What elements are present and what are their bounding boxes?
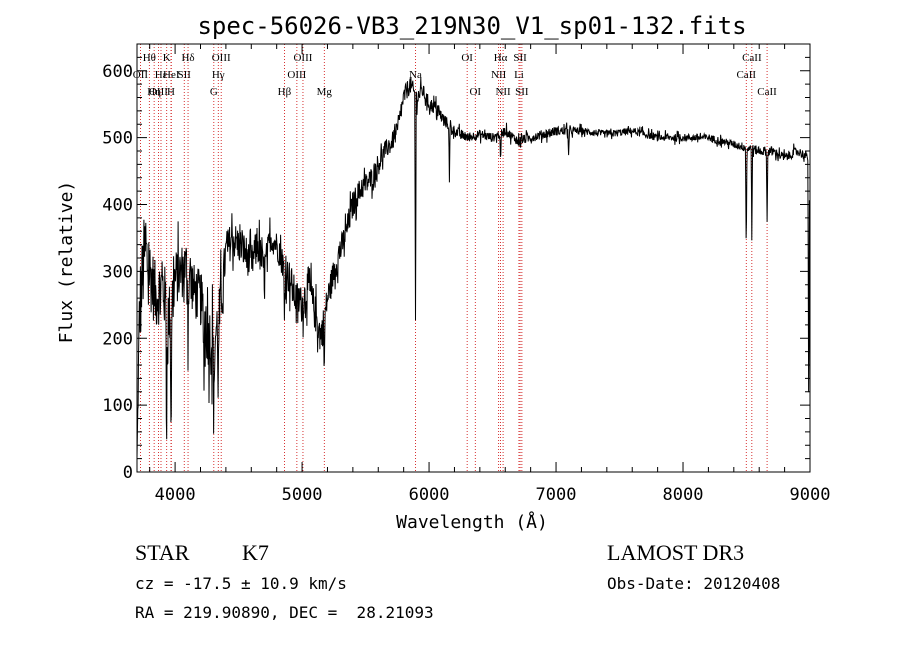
y-tick-label-100: 100 bbox=[102, 396, 133, 416]
x-tick-label-7000: 7000 bbox=[536, 485, 577, 505]
line-label-15: Hβ bbox=[278, 86, 292, 98]
line-label-16: Mg bbox=[317, 86, 333, 98]
line-label-19: OI bbox=[469, 86, 481, 98]
line-label-8: Hη bbox=[147, 86, 161, 98]
line-label-12: G bbox=[210, 86, 218, 98]
line-label-27: CaII bbox=[736, 69, 756, 81]
observation-date: Obs-Date: 20120408 bbox=[607, 574, 781, 593]
object-class: STAR bbox=[135, 540, 190, 565]
line-label-20: Hα bbox=[494, 52, 508, 64]
line-label-0: Hθ bbox=[143, 52, 156, 64]
line-label-4: Hε bbox=[155, 69, 168, 81]
y-axis-label: Flux (relative) bbox=[56, 181, 77, 344]
line-label-26: CaII bbox=[742, 52, 762, 64]
line-label-21: SII bbox=[513, 52, 527, 64]
x-tick-label-8000: 8000 bbox=[663, 485, 704, 505]
y-tick-label-0: 0 bbox=[123, 463, 133, 483]
line-label-24: NII bbox=[495, 86, 511, 98]
line-label-28: CaII bbox=[757, 86, 777, 98]
y-tick-label-400: 400 bbox=[102, 196, 133, 216]
spectral-line-markers bbox=[140, 44, 768, 472]
plot-frame bbox=[136, 43, 811, 473]
line-label-6: SII bbox=[178, 69, 192, 81]
line-label-14: OIII bbox=[287, 69, 306, 81]
x-axis-ticks: 4000 5000 6000 7000 8000 9000 bbox=[149, 44, 831, 505]
redshift-cz: cz = -17.5 ± 10.9 km/s bbox=[135, 574, 347, 593]
object-subclass: K7 bbox=[242, 540, 269, 565]
line-label-25: SII bbox=[515, 86, 529, 98]
line-label-1: K bbox=[163, 52, 171, 64]
line-label-17: Na bbox=[409, 69, 422, 81]
line-label-7: OIII bbox=[149, 86, 168, 98]
spectrum-group bbox=[136, 76, 810, 458]
spectrum-line bbox=[136, 76, 810, 458]
y-tick-label-300: 300 bbox=[102, 262, 133, 282]
coordinates: RA = 219.90890, DEC = 28.21093 bbox=[135, 603, 434, 622]
line-label-9: H bbox=[167, 86, 175, 98]
y-tick-label-200: 200 bbox=[102, 329, 133, 349]
line-label-23: Li bbox=[514, 69, 524, 81]
x-tick-label-9000: 9000 bbox=[790, 485, 831, 505]
line-label-10: OIII bbox=[212, 52, 231, 64]
survey-name: LAMOST DR3 bbox=[607, 540, 745, 565]
line-label-2: Hδ bbox=[181, 52, 194, 64]
x-axis-label: Wavelength (Å) bbox=[396, 511, 548, 533]
line-label-5: HeI bbox=[163, 69, 180, 81]
x-tick-label-6000: 6000 bbox=[409, 485, 450, 505]
x-tick-label-4000: 4000 bbox=[155, 485, 196, 505]
line-label-11: Hγ bbox=[212, 69, 225, 81]
line-label-13: OIII bbox=[293, 52, 312, 64]
line-label-22: NII bbox=[491, 69, 507, 81]
line-label-18: OI bbox=[461, 52, 473, 64]
y-tick-label-600: 600 bbox=[102, 62, 133, 82]
y-tick-label-500: 500 bbox=[102, 129, 133, 149]
x-tick-label-5000: 5000 bbox=[282, 485, 323, 505]
chart-title: spec-56026-VB3_219N30_V1_sp01-132.fits bbox=[197, 12, 746, 40]
y-axis-ticks: 0 100 200 300 400 500 600 bbox=[102, 56, 810, 483]
